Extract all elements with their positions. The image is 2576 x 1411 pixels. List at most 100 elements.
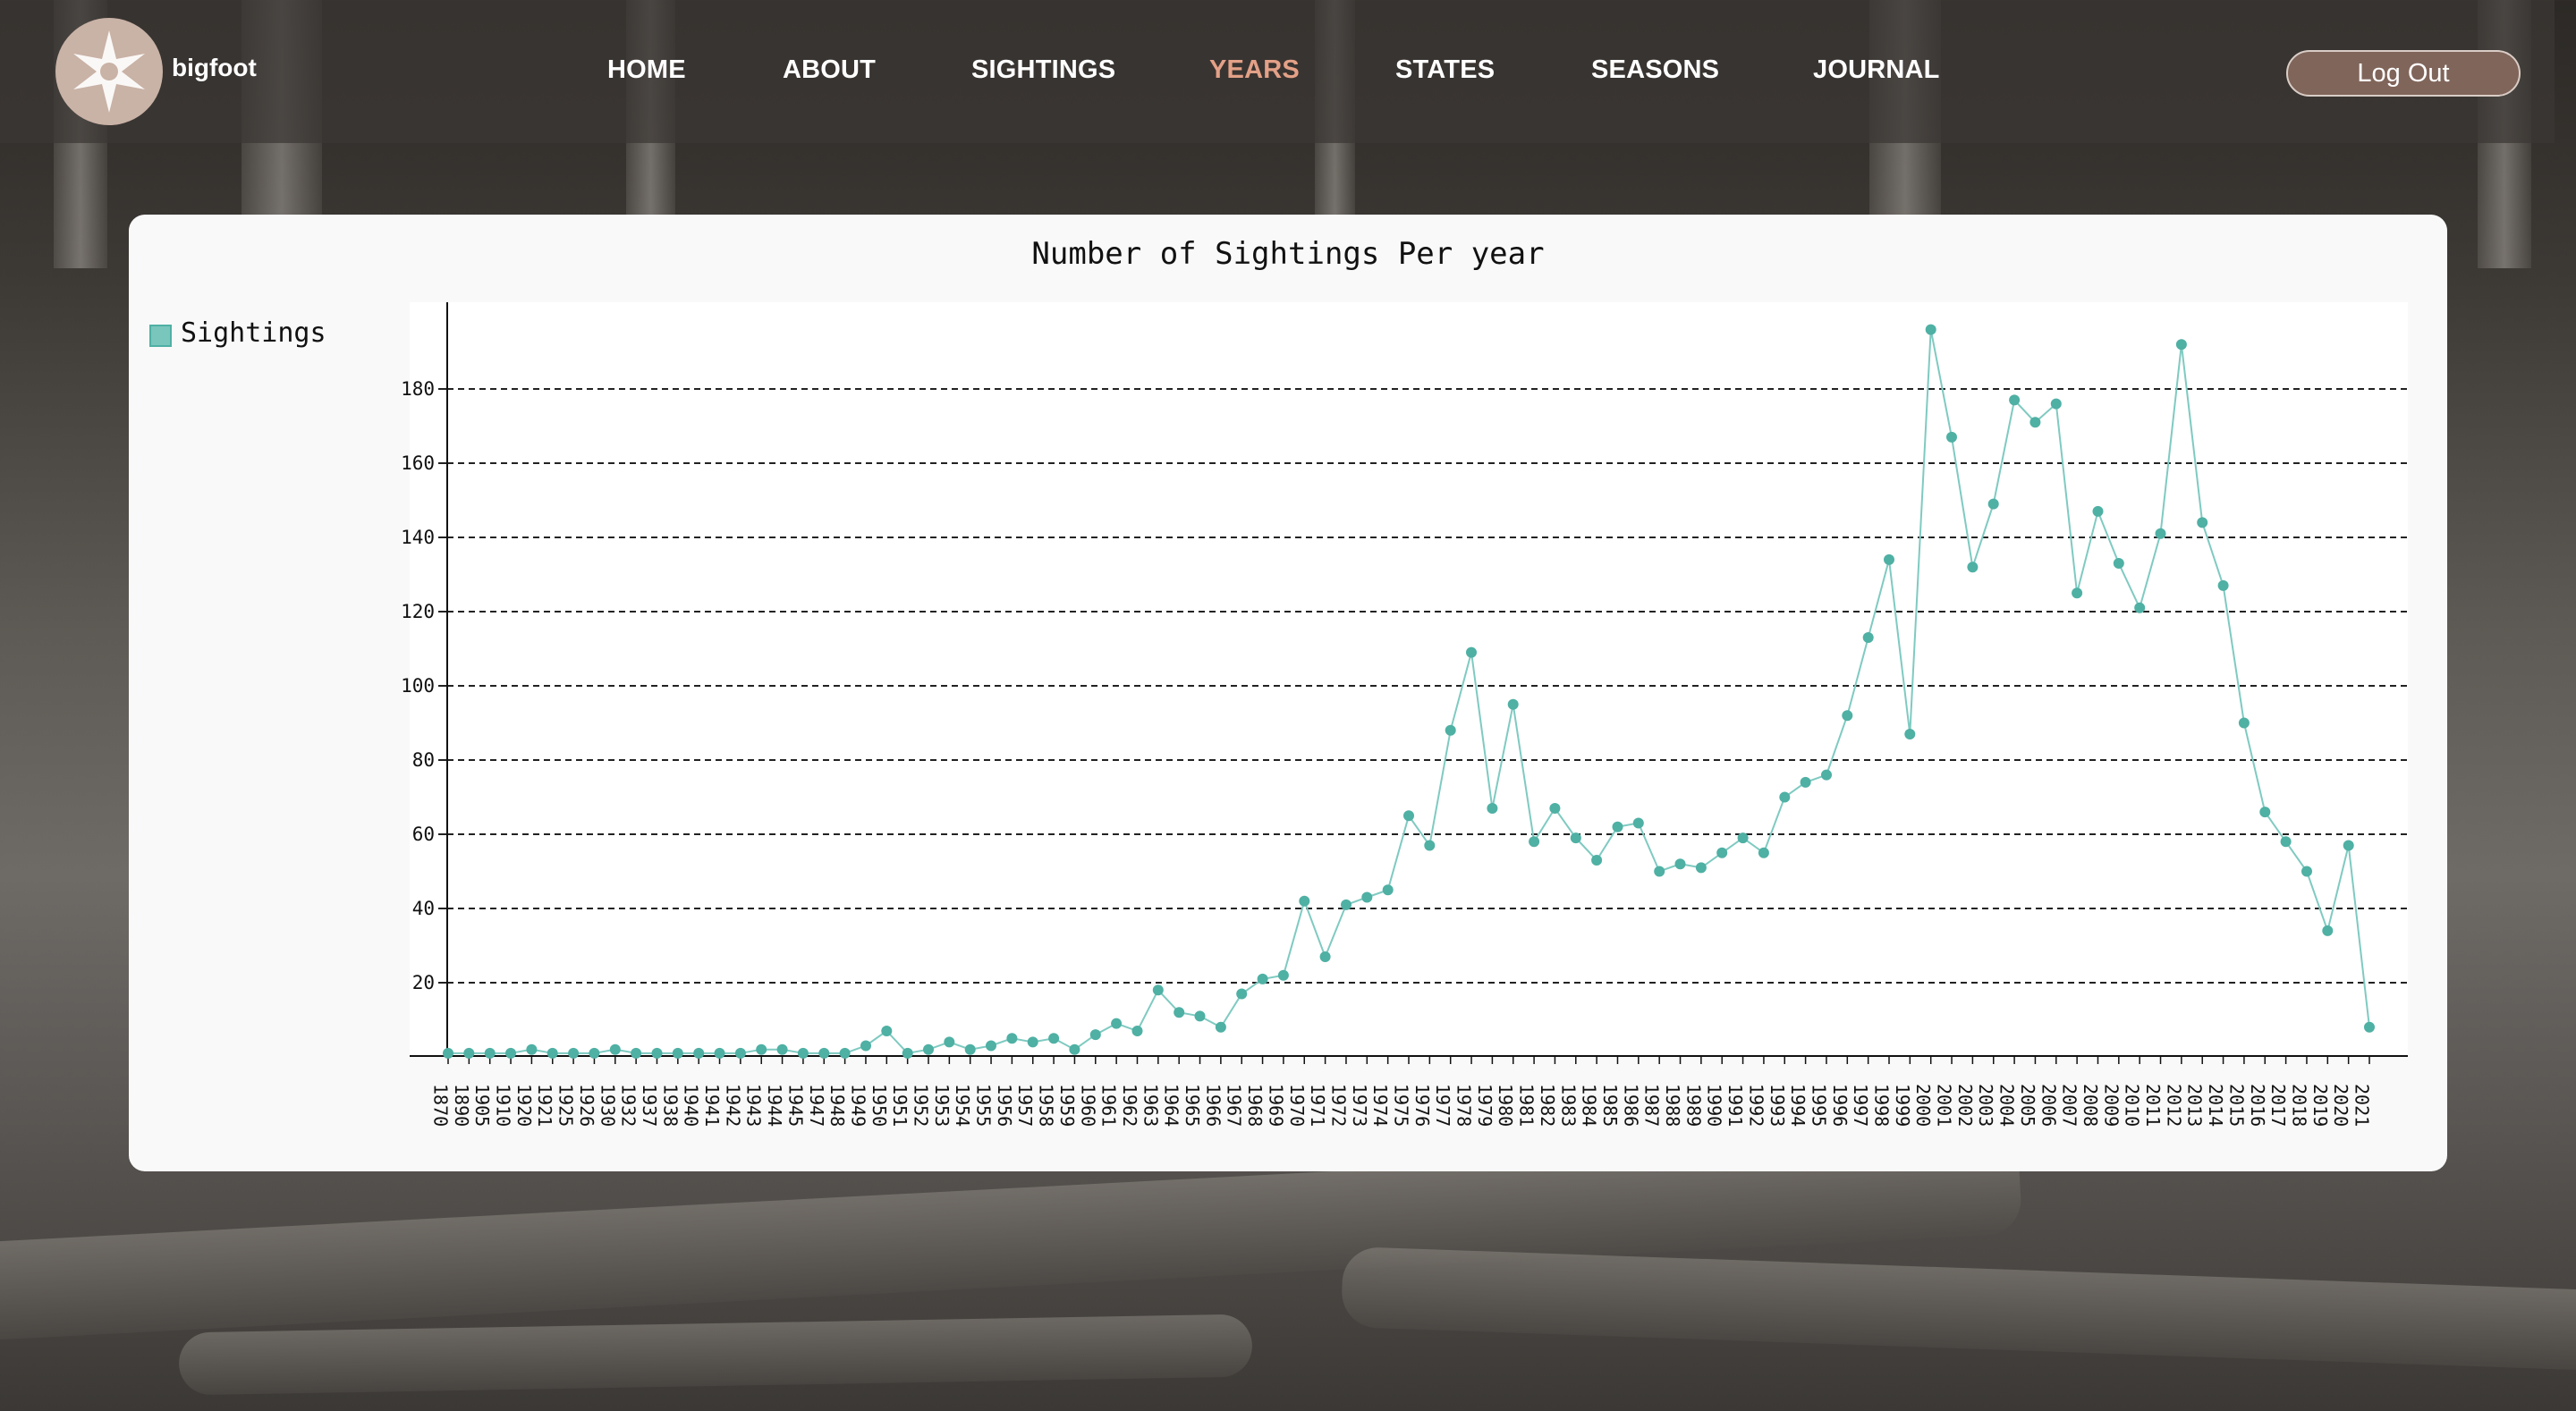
x-tick-label: 2000 xyxy=(1912,1084,1934,1127)
nav-states[interactable]: STATES xyxy=(1395,55,1496,84)
x-tick-label: 1905 xyxy=(471,1084,493,1127)
data-point xyxy=(797,1047,809,1059)
data-point xyxy=(1487,803,1498,814)
data-point xyxy=(1758,847,1769,858)
data-point xyxy=(1591,855,1603,866)
x-tick-label: 2002 xyxy=(1954,1084,1976,1127)
data-point xyxy=(881,1026,893,1036)
x-tick-label: 1962 xyxy=(1119,1084,1140,1127)
x-tick-label: 2017 xyxy=(2267,1084,2289,1127)
x-tick-label: 2001 xyxy=(1934,1084,1955,1127)
x-tick-label: 1969 xyxy=(1265,1084,1286,1127)
x-tick-label: 2021 xyxy=(2351,1084,2373,1127)
legend-swatch[interactable] xyxy=(149,325,172,347)
x-tick-label: 1999 xyxy=(1892,1084,1913,1127)
data-point xyxy=(1215,1021,1226,1033)
data-point xyxy=(1737,832,1749,844)
x-tick-label: 1938 xyxy=(659,1084,681,1127)
x-tick-label: 1965 xyxy=(1182,1084,1203,1127)
data-point xyxy=(1111,1018,1123,1029)
logo-icon[interactable] xyxy=(55,18,163,125)
data-point xyxy=(1152,984,1164,996)
x-tick-label: 2014 xyxy=(2205,1084,2226,1127)
x-tick-label: 1974 xyxy=(1369,1084,1391,1127)
x-tick-label: 1870 xyxy=(430,1084,452,1127)
x-tick-label: 2005 xyxy=(2017,1084,2038,1127)
nav-home[interactable]: HOME xyxy=(607,55,686,84)
x-tick-label: 1944 xyxy=(764,1084,785,1127)
data-point xyxy=(1299,895,1310,907)
nav-years[interactable]: YEARS xyxy=(1209,55,1300,84)
x-tick-label: 2006 xyxy=(2038,1084,2059,1127)
nav-journal[interactable]: JOURNAL xyxy=(1813,55,1940,84)
x-tick-label: 1987 xyxy=(1641,1084,1663,1127)
x-tick-label: 1997 xyxy=(1850,1084,1871,1127)
data-point xyxy=(1466,646,1477,658)
data-point xyxy=(2134,602,2146,613)
data-point xyxy=(1361,891,1373,903)
data-point xyxy=(1862,632,1874,643)
nav-seasons[interactable]: SEASONS xyxy=(1591,55,1720,84)
x-tick-label: 1949 xyxy=(847,1084,869,1127)
data-point xyxy=(2197,517,2208,528)
data-point xyxy=(1174,1007,1185,1018)
nav-sightings[interactable]: SIGHTINGS xyxy=(971,55,1116,84)
x-tick-label: 1967 xyxy=(1224,1084,1245,1127)
data-point xyxy=(2238,717,2250,729)
x-tick-label: 1932 xyxy=(618,1084,640,1127)
data-point xyxy=(2259,807,2271,818)
data-point xyxy=(589,1047,600,1059)
x-tick-label: 1993 xyxy=(1767,1084,1788,1127)
x-tick-label: 1961 xyxy=(1098,1084,1120,1127)
data-point xyxy=(463,1047,475,1059)
x-tick-label: 2010 xyxy=(2122,1084,2143,1127)
x-tick-label: 1963 xyxy=(1140,1084,1161,1127)
x-tick-label: 2003 xyxy=(1975,1084,1996,1127)
x-tick-label: 1980 xyxy=(1495,1084,1516,1127)
data-point xyxy=(2280,836,2292,848)
data-point xyxy=(860,1040,871,1052)
data-point xyxy=(1445,724,1456,736)
data-point xyxy=(1382,884,1394,896)
data-point xyxy=(2364,1021,2375,1033)
x-tick-label: 2007 xyxy=(2059,1084,2080,1127)
data-point xyxy=(2155,528,2166,539)
navbar: bigfoot HOME ABOUT SIGHTINGS YEARS STATE… xyxy=(0,0,2555,143)
data-point xyxy=(776,1043,788,1055)
data-point xyxy=(2050,398,2062,410)
data-point xyxy=(505,1047,516,1059)
data-point xyxy=(1403,810,1414,822)
data-point xyxy=(1194,1010,1206,1022)
logout-button[interactable]: Log Out xyxy=(2286,50,2521,97)
legend-label[interactable]: Sightings xyxy=(181,317,326,349)
x-tick-label: 1954 xyxy=(952,1084,973,1127)
data-point xyxy=(443,1047,453,1059)
x-tick-label: 1984 xyxy=(1579,1084,1600,1127)
x-tick-label: 2013 xyxy=(2184,1084,2206,1127)
data-point xyxy=(986,1040,996,1052)
nav-about[interactable]: ABOUT xyxy=(783,55,877,84)
data-point xyxy=(1529,836,1540,848)
data-point xyxy=(1821,769,1832,781)
y-tick-label: 100 xyxy=(401,675,435,697)
data-point xyxy=(631,1047,642,1059)
y-tick-label: 140 xyxy=(401,527,435,548)
data-point xyxy=(944,1036,955,1048)
x-tick-label: 1947 xyxy=(806,1084,827,1127)
data-point xyxy=(2113,558,2124,569)
data-point xyxy=(547,1047,558,1059)
x-tick-label: 1960 xyxy=(1077,1084,1098,1127)
data-point xyxy=(1884,553,1894,565)
data-point xyxy=(568,1047,580,1059)
x-tick-label: 1964 xyxy=(1161,1084,1182,1127)
x-tick-label: 1989 xyxy=(1682,1084,1704,1127)
data-point xyxy=(2343,840,2354,851)
x-tick-label: 1941 xyxy=(701,1084,723,1127)
x-tick-label: 1910 xyxy=(493,1084,514,1127)
data-point xyxy=(1904,729,1916,739)
x-tick-label: 1940 xyxy=(681,1084,702,1127)
x-tick-label: 1994 xyxy=(1787,1084,1809,1127)
x-tick-label: 1958 xyxy=(1036,1084,1057,1127)
x-tick-label: 1981 xyxy=(1516,1084,1538,1127)
